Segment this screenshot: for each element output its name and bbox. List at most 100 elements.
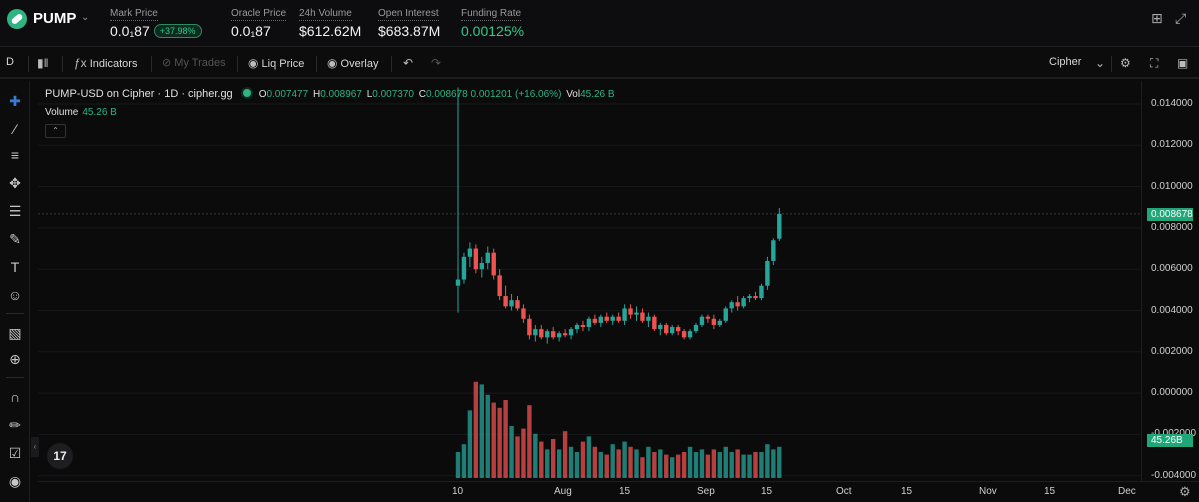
volume-bar — [729, 452, 734, 478]
time-tick-label: 15 — [1044, 486, 1056, 497]
emoji-icon[interactable]: ☺ — [7, 287, 23, 303]
eye-icon: ◉ — [327, 56, 338, 70]
candle-type-icon[interactable]: ▮‖ — [37, 56, 49, 70]
volume-bar — [658, 449, 663, 478]
volume-bar — [652, 452, 657, 478]
candle-body — [515, 300, 520, 309]
price-axis[interactable]: 0.014000 0.012000 0.010000 0.008000 0.006000… — [1141, 81, 1199, 481]
candle — [455, 87, 461, 313]
chevron-down-icon[interactable]: ⌄ — [81, 12, 90, 23]
time-tick-label: 15 — [901, 486, 913, 497]
volume-bar — [675, 454, 681, 478]
candle-body — [723, 308, 728, 321]
overlay-button[interactable]: ◉ Overlay — [327, 56, 378, 70]
volume-bar — [509, 426, 514, 478]
liq-price-button[interactable]: ◉ Liq Price — [248, 56, 304, 70]
settings-icon[interactable]: ⚙ — [1120, 56, 1131, 70]
function-icon: ƒx — [74, 56, 87, 70]
overlay-label: Overlay — [340, 58, 379, 70]
divider — [391, 56, 392, 72]
stat-label: Oracle Price — [231, 8, 287, 21]
stat-oracle-price: Oracle Price 0.0₁87 — [231, 3, 287, 39]
divider — [237, 56, 238, 72]
time-tick-label: Sep — [697, 486, 715, 497]
candle-body — [741, 298, 746, 307]
fullscreen-icon[interactable]: ⛶ — [1150, 56, 1159, 70]
lock-drawing-icon[interactable]: ✏ — [9, 417, 21, 433]
redo-icon[interactable]: ↷ — [431, 56, 442, 70]
brush-icon[interactable]: ✎ — [9, 231, 21, 247]
gear-icon[interactable]: ⚙ — [1179, 484, 1191, 499]
candle — [461, 252, 467, 284]
text-icon[interactable]: T — [10, 259, 20, 275]
candle — [598, 314, 603, 328]
source-selector[interactable]: Cipher — [1049, 56, 1082, 68]
expand-icon[interactable]: ⤢ — [1175, 10, 1187, 26]
volume-bar — [735, 449, 740, 478]
pattern-icon[interactable]: ✥ — [9, 175, 21, 191]
volume-bar — [759, 452, 764, 478]
divider — [6, 377, 24, 378]
candle-body — [753, 296, 758, 299]
volume-tag: 45.26B — [1147, 434, 1193, 447]
candle — [741, 296, 746, 309]
volume-bar — [533, 433, 538, 478]
volume-bars — [455, 381, 782, 478]
zoom-in-icon[interactable]: ⊕ — [9, 351, 21, 367]
candle-body — [539, 329, 544, 338]
collapse-toolbar-icon[interactable]: ‹ — [31, 437, 39, 457]
eye-icon[interactable]: ◉ — [8, 473, 22, 489]
camera-icon[interactable]: ▣ — [1177, 56, 1189, 70]
undo-icon[interactable]: ↶ — [403, 56, 414, 70]
candle — [509, 293, 514, 311]
interval-selector[interactable]: D — [6, 56, 14, 68]
pump-logo-icon — [7, 9, 27, 29]
candle-body — [592, 318, 598, 323]
status-dot-icon — [242, 89, 251, 97]
candle — [473, 244, 479, 274]
magnet-icon[interactable]: ∩ — [9, 389, 21, 405]
trend-line-icon[interactable]: ∕ — [13, 121, 17, 137]
time-tick-label: Oct — [836, 486, 852, 497]
divider — [1111, 56, 1112, 72]
volume-bar — [604, 454, 609, 478]
candle-body — [759, 285, 764, 299]
volume-bar — [551, 439, 556, 478]
tradingview-logo-icon[interactable]: 17 — [47, 443, 73, 469]
horizontal-lines-icon[interactable]: ≡ — [10, 147, 20, 163]
ruler-icon[interactable]: ▧ — [8, 325, 22, 341]
volume-bar — [705, 454, 711, 478]
volume-bar — [467, 410, 473, 478]
collapse-legend-icon[interactable]: ⌃ — [45, 124, 66, 138]
candle-body — [670, 327, 675, 334]
volume-bar — [628, 446, 633, 478]
stat-mark-price: Mark Price 0.0₁87 +37.98% — [110, 3, 202, 39]
price-tick-label: 0.002000 — [1151, 345, 1193, 357]
market-symbol[interactable]: PUMP — [33, 10, 77, 27]
time-tick-label: Aug — [554, 486, 572, 497]
volume-bar — [711, 449, 717, 478]
indicators-button[interactable]: ƒx Indicators — [74, 56, 137, 70]
candle — [687, 329, 693, 340]
my-trades-button[interactable]: ⊘ My Trades — [162, 56, 226, 69]
candle — [729, 300, 734, 313]
time-axis[interactable]: 10 Aug 15 Sep 15 Oct 15 Nov 15 Dec — [38, 481, 1199, 502]
candle — [491, 248, 496, 280]
candle — [765, 256, 770, 290]
volume-bar — [539, 441, 544, 478]
lock-icon[interactable]: ☑ — [8, 445, 22, 461]
candle — [628, 304, 633, 319]
layout-grid-icon[interactable]: ⊞ — [1151, 10, 1163, 26]
volume-bar — [670, 457, 675, 478]
price-chart[interactable] — [38, 81, 1141, 481]
chevron-down-icon[interactable]: ⌄ — [1095, 56, 1106, 70]
candle — [658, 322, 663, 336]
crosshair-icon[interactable]: ✚ — [9, 93, 21, 109]
chart-toolbar: D ▮‖ ƒx Indicators ⊘ My Trades ◉ Liq Pri… — [0, 48, 1199, 79]
time-tick-label: 15 — [761, 486, 773, 497]
chart-title: PUMP-USD on Cipher · 1D · cipher.gg — [45, 88, 233, 100]
price-tick-label: 0.008000 — [1151, 221, 1193, 233]
volume-bar — [753, 452, 758, 478]
fib-icon[interactable]: ☰ — [8, 203, 22, 219]
candle — [568, 327, 574, 340]
